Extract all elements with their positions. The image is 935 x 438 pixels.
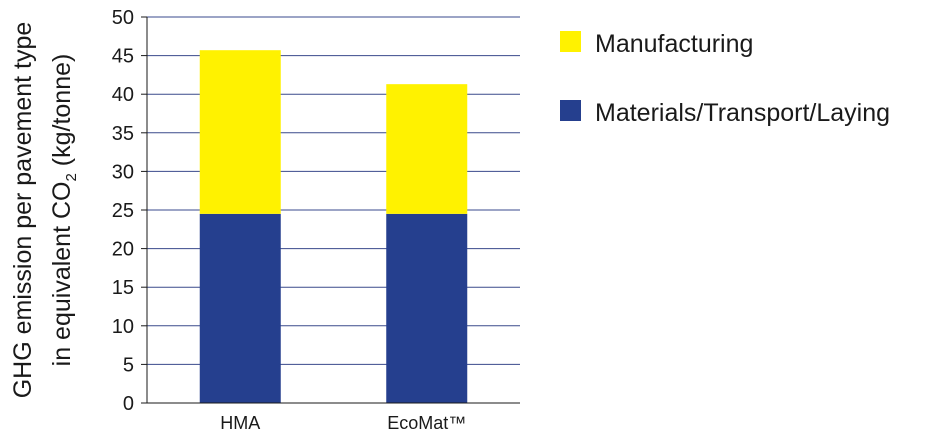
bar-segment bbox=[199, 213, 281, 403]
bar-segment bbox=[199, 50, 281, 214]
y-axis-label-line1: GHG emission per pavement type bbox=[9, 22, 37, 399]
y-axis-label-subscript: 2 bbox=[63, 173, 80, 181]
legend-swatch bbox=[560, 100, 581, 121]
tick-layer: 0 5 10 15 20 25 30 35 40 45 50 bbox=[112, 7, 147, 415]
legend-label: Materials/Transport/Laying bbox=[595, 99, 890, 127]
y-tick-label: 15 bbox=[112, 277, 134, 299]
y-tick-label: 10 bbox=[112, 316, 134, 338]
y-tick-label: 50 bbox=[112, 7, 134, 29]
bar-segment bbox=[386, 84, 468, 214]
y-axis-label-line2-suffix: (kg/tonne) bbox=[48, 54, 76, 174]
y-tick-label: 20 bbox=[112, 239, 134, 261]
y-tick-label: 5 bbox=[123, 354, 134, 376]
y-tick-label: 30 bbox=[112, 161, 134, 183]
bar-layer bbox=[199, 50, 468, 403]
y-tick-label: 25 bbox=[112, 200, 134, 222]
legend-swatch bbox=[560, 31, 581, 52]
y-axis-label-line2: in equivalent CO2 (kg/tonne) bbox=[48, 54, 80, 367]
y-tick-label: 40 bbox=[112, 84, 134, 106]
category-layer: HMA EcoMat™ bbox=[220, 413, 466, 433]
y-tick-label: 0 bbox=[123, 393, 134, 415]
y-axis-label-line2-prefix: in equivalent CO bbox=[48, 182, 76, 367]
legend-label: Manufacturing bbox=[595, 30, 753, 58]
x-category-label: HMA bbox=[220, 413, 260, 433]
x-category-label: EcoMat™ bbox=[387, 413, 466, 433]
y-tick-label: 45 bbox=[112, 46, 134, 68]
y-tick-label: 35 bbox=[112, 123, 134, 145]
legend: Manufacturing Materials/Transport/Laying bbox=[560, 30, 890, 127]
bar-segment bbox=[386, 213, 468, 403]
